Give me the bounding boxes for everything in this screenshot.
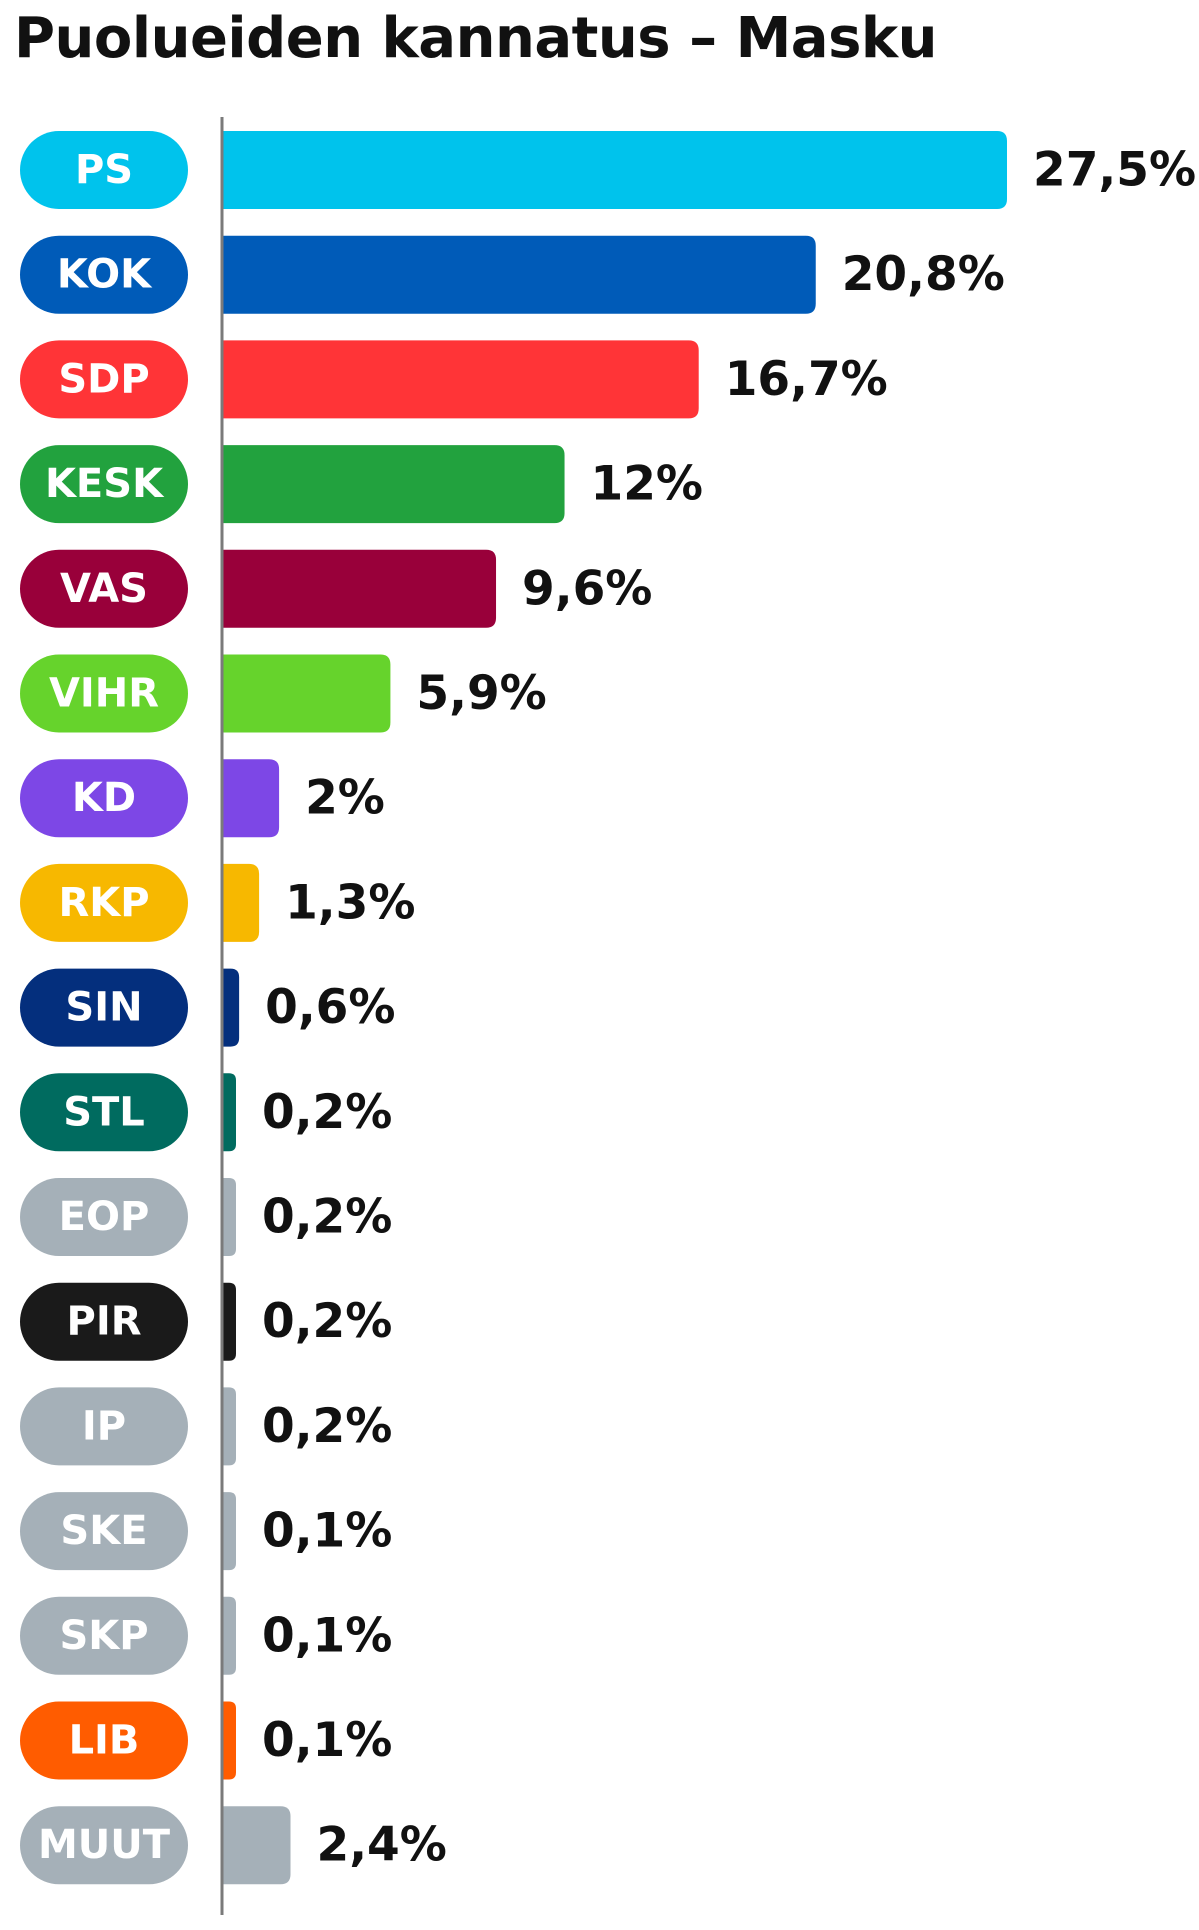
bar-kesk <box>222 445 565 524</box>
category-label-eop: EOP <box>59 1194 150 1240</box>
bar-kd <box>222 759 280 838</box>
category-label-lib: LIB <box>69 1718 140 1764</box>
value-label-sdp: 16,7% <box>725 352 888 407</box>
party-badge-ske <box>20 1492 188 1571</box>
bar-pir <box>222 1282 236 1361</box>
category-label-skp: SKP <box>59 1613 148 1659</box>
value-label-sin: 0,6% <box>265 980 395 1035</box>
bar-ps <box>222 131 1007 209</box>
party-badge-stl <box>20 1073 188 1152</box>
category-label-muut: MUUT <box>38 1822 171 1868</box>
value-label-kd: 2% <box>305 771 385 826</box>
bar-ip <box>222 1387 236 1466</box>
bar-lib <box>222 1701 236 1780</box>
value-label-muut: 2,4% <box>317 1818 447 1873</box>
party-badge-vas <box>20 549 188 628</box>
category-label-ip: IP <box>82 1403 126 1449</box>
value-label-lib: 0,1% <box>262 1713 392 1768</box>
category-label-sin: SIN <box>65 985 142 1031</box>
category-label-kok: KOK <box>57 252 153 298</box>
party-badge-ps <box>20 131 188 209</box>
category-label-kd: KD <box>72 775 136 821</box>
bar-muut <box>222 1806 291 1885</box>
labels-layer: PS 27,5% KOK 20,8% SDP 16,7% KESK 12% VAS 9,6% VIH… <box>20 131 1196 1885</box>
party-badge-pir <box>20 1282 188 1361</box>
party-badge-kd <box>20 759 188 838</box>
bar-skp <box>222 1596 236 1675</box>
bar-kok <box>222 235 816 314</box>
value-label-kok: 20,8% <box>842 247 1005 302</box>
category-label-sdp: SDP <box>58 356 149 402</box>
value-label-ip: 0,2% <box>262 1399 392 1454</box>
category-label-kesk: KESK <box>45 461 165 507</box>
bar-ske <box>222 1492 236 1571</box>
category-label-rkp: RKP <box>58 880 149 926</box>
value-label-eop: 0,2% <box>262 1190 392 1245</box>
party-badge-kesk <box>20 445 188 524</box>
value-label-kesk: 12% <box>591 457 704 512</box>
value-label-ps: 27,5% <box>1033 143 1196 198</box>
value-label-stl: 0,2% <box>262 1085 392 1140</box>
category-label-ske: SKE <box>60 1508 147 1554</box>
bar-sdp <box>222 340 699 419</box>
bar-stl <box>222 1073 236 1152</box>
value-label-vas: 9,6% <box>522 561 652 616</box>
category-label-ps: PS <box>75 147 133 193</box>
party-badge-eop <box>20 1178 188 1256</box>
party-badge-lib <box>20 1701 188 1780</box>
category-label-vas: VAS <box>60 566 148 612</box>
value-label-rkp: 1,3% <box>285 875 415 930</box>
value-label-pir: 0,2% <box>262 1294 392 1349</box>
party-badge-muut <box>20 1806 188 1885</box>
party-badge-sin <box>20 968 188 1047</box>
party-badge-kok <box>20 235 188 314</box>
category-label-pir: PIR <box>67 1299 142 1345</box>
party-badge-rkp <box>20 863 188 942</box>
value-label-skp: 0,1% <box>262 1608 392 1663</box>
category-label-vihr: VIHR <box>49 671 159 717</box>
bar-rkp <box>222 863 260 942</box>
bar-eop <box>222 1178 236 1256</box>
party-badge-skp <box>20 1596 188 1675</box>
party-badge-ip <box>20 1387 188 1466</box>
bars-layer <box>222 131 1007 1885</box>
bar-vas <box>222 549 497 628</box>
category-label-stl: STL <box>63 1089 145 1135</box>
value-label-ske: 0,1% <box>262 1504 392 1559</box>
bar-vihr <box>222 654 391 733</box>
bar-sin <box>222 968 240 1047</box>
value-label-vihr: 5,9% <box>416 666 546 721</box>
party-badge-vihr <box>20 654 188 733</box>
party-badge-sdp <box>20 340 188 419</box>
chart-title: Puolueiden kannatus – Masku <box>14 6 938 71</box>
